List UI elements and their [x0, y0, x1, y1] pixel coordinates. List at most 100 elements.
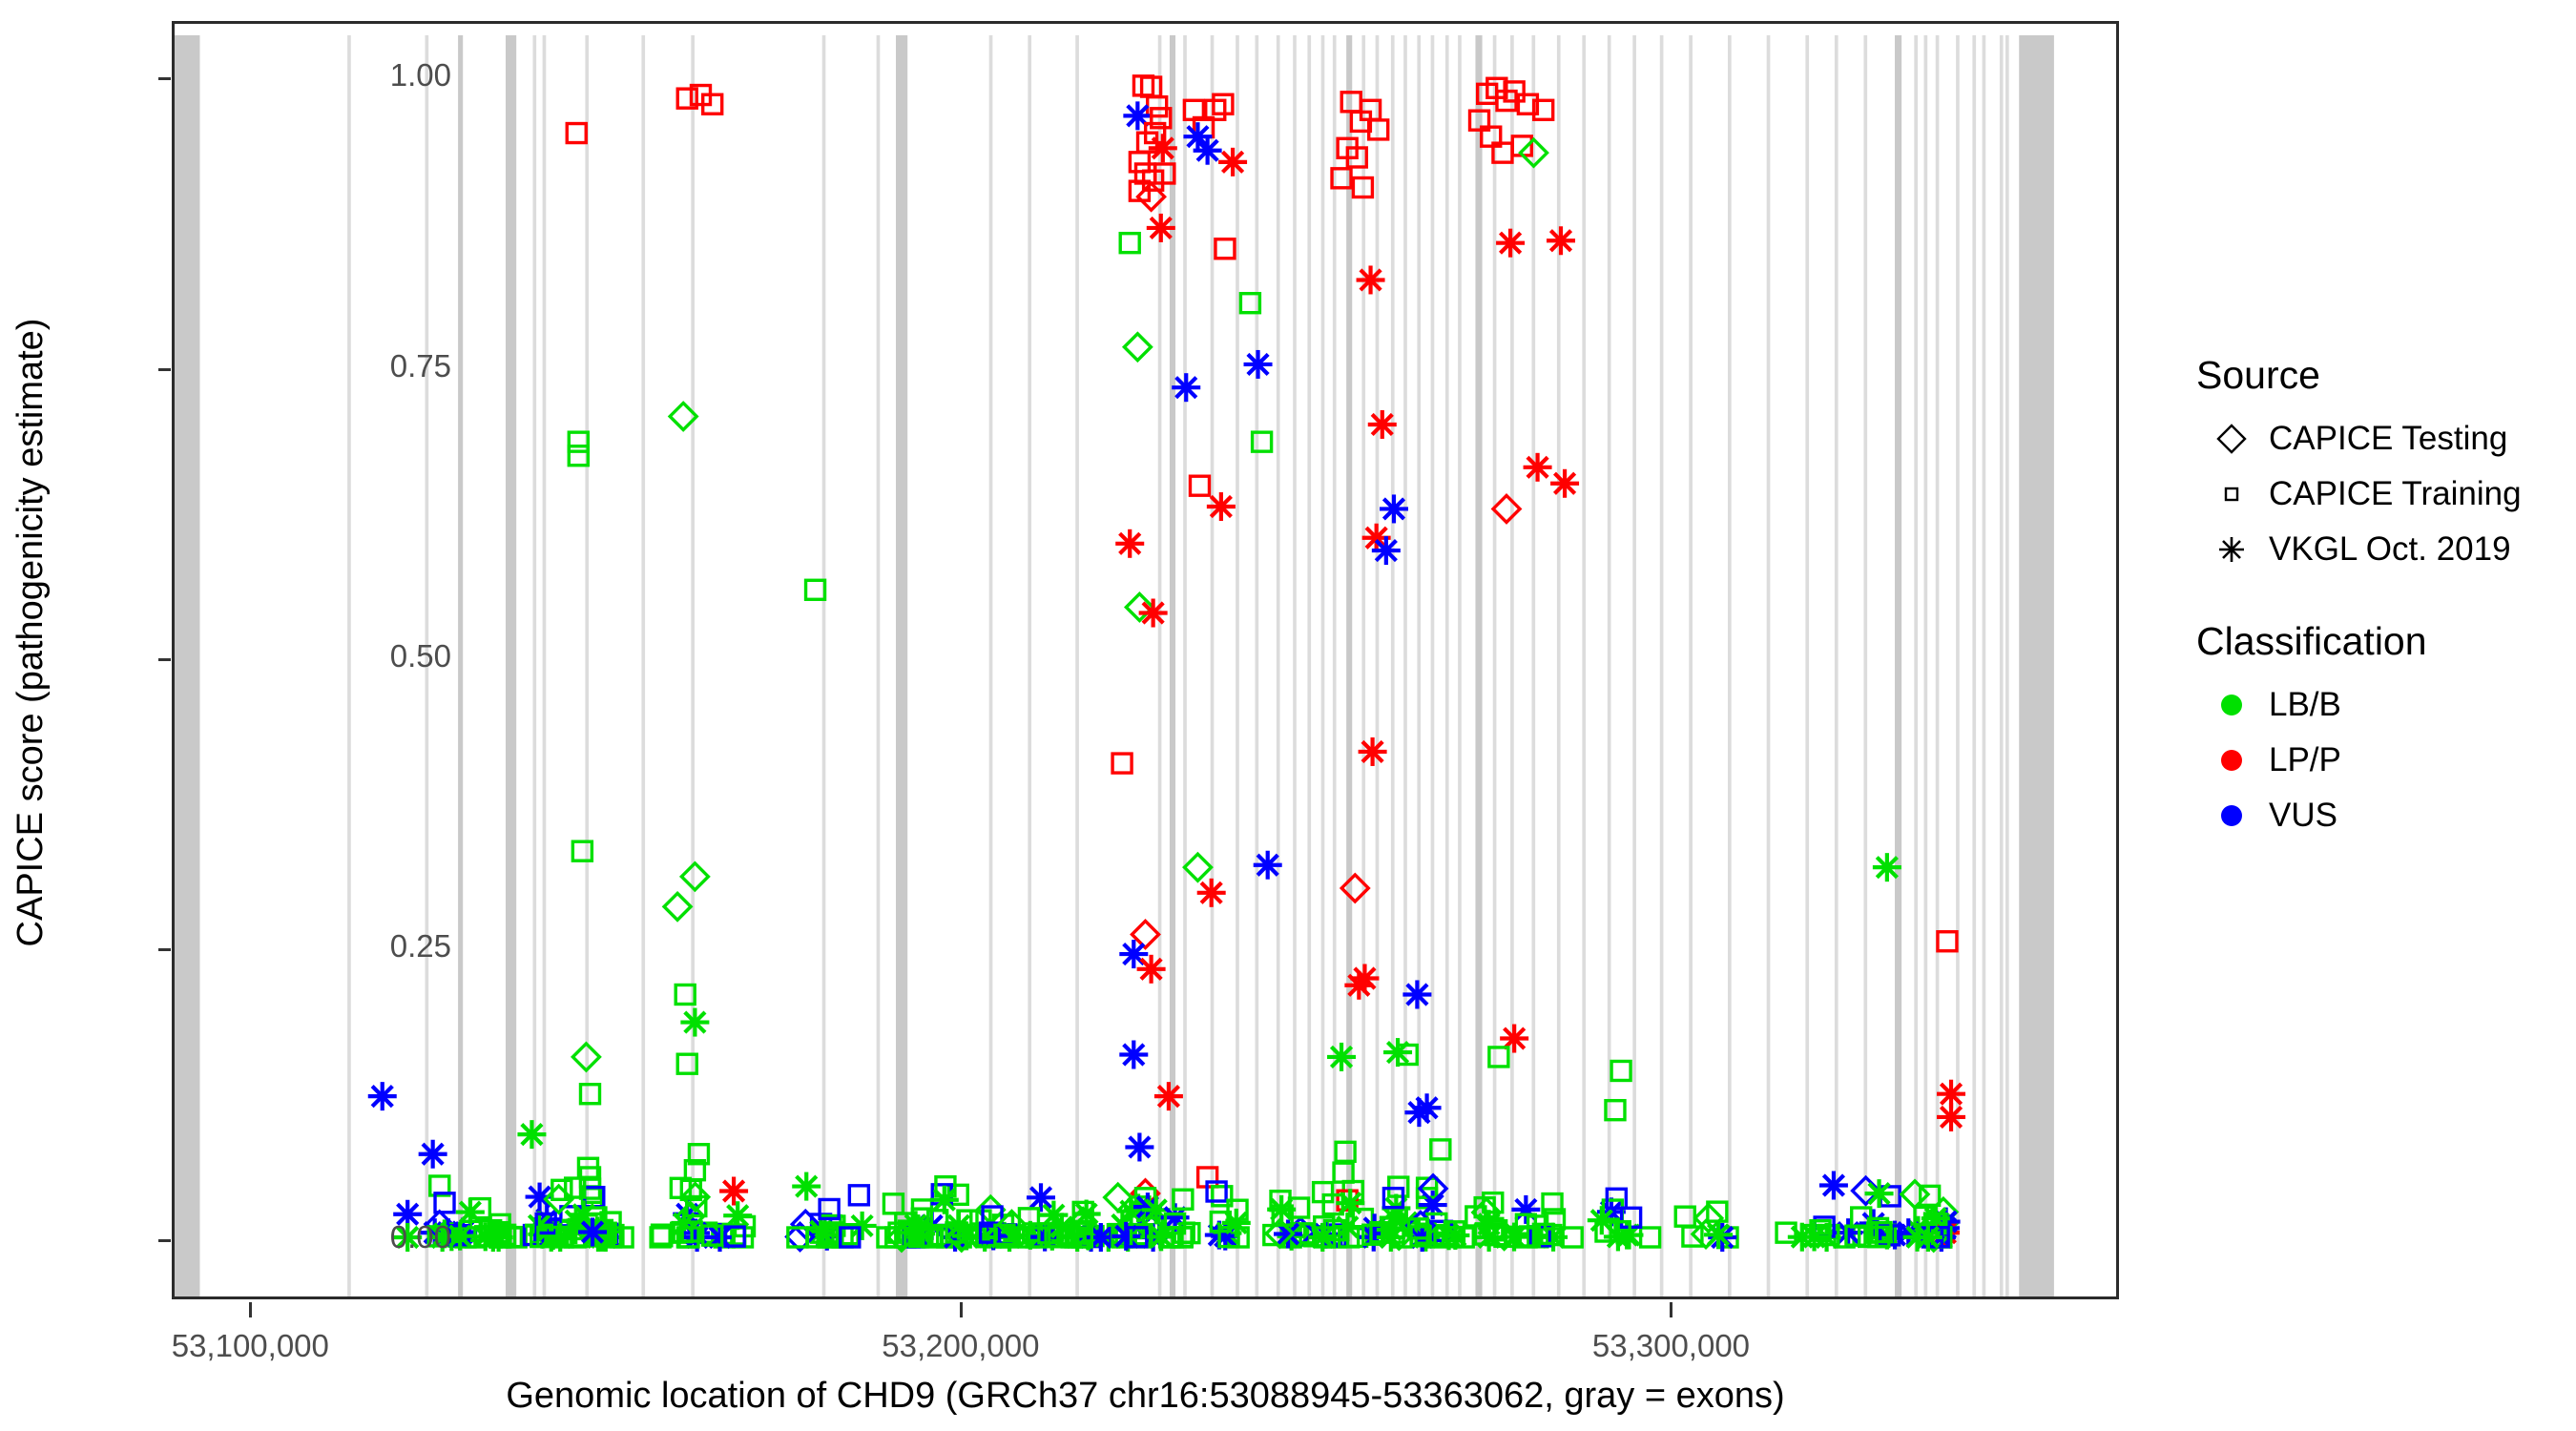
data-point	[1638, 1226, 1662, 1249]
legend-item-lpp[interactable]: LP/P	[2194, 733, 2566, 788]
data-point	[563, 1176, 587, 1199]
data-point	[818, 1197, 841, 1221]
legend-item-vkgl[interactable]: VKGL Oct. 2019	[2194, 522, 2566, 577]
exon-band	[1276, 35, 1280, 1296]
data-point	[1366, 118, 1390, 141]
y-tick-mark	[158, 1238, 171, 1242]
exon-band	[1982, 35, 1986, 1296]
data-point	[1336, 1189, 1359, 1212]
data-point	[675, 87, 698, 110]
data-point	[1211, 1185, 1234, 1208]
data-point	[1681, 1225, 1704, 1248]
data-point	[1443, 1220, 1466, 1243]
data-point	[1321, 1192, 1344, 1216]
exon-band	[2005, 35, 2009, 1296]
exon-band	[1475, 35, 1483, 1296]
data-point	[1396, 1043, 1419, 1067]
data-points-layer	[367, 74, 1966, 1254]
data-point	[1376, 1214, 1405, 1244]
data-point	[1153, 162, 1176, 185]
data-point	[1474, 1210, 1504, 1239]
data-point	[1135, 180, 1168, 213]
exon-band	[1028, 35, 1032, 1296]
data-point	[1490, 493, 1523, 525]
data-point	[1406, 1217, 1430, 1240]
legend-label-vkgl: VKGL Oct. 2019	[2269, 530, 2511, 568]
exon-band	[821, 35, 826, 1296]
exon-band	[1659, 35, 1664, 1296]
data-point	[1467, 109, 1491, 132]
exon-band	[542, 35, 547, 1296]
data-point	[993, 1223, 1016, 1246]
data-point	[1381, 1186, 1405, 1210]
legend-item-vus[interactable]: VUS	[2194, 788, 2566, 843]
data-point	[1550, 468, 1580, 498]
exon-band	[532, 35, 537, 1296]
data-point	[1872, 853, 1901, 882]
data-point	[571, 1041, 602, 1073]
data-point	[1809, 1219, 1832, 1242]
data-point	[1523, 452, 1552, 482]
data-point	[882, 1192, 905, 1215]
legend-item-capice-testing[interactable]: CAPICE Testing	[2194, 411, 2566, 467]
data-point	[1333, 1213, 1362, 1242]
data-point	[1226, 1198, 1249, 1221]
data-point	[1070, 1226, 1093, 1249]
x-tick-mark	[1670, 1302, 1673, 1317]
data-point	[1818, 1171, 1848, 1200]
exon-band	[1956, 35, 1960, 1296]
data-point	[884, 1226, 907, 1249]
exon-band	[1390, 35, 1395, 1296]
exon-band	[1632, 35, 1636, 1296]
data-point	[671, 1220, 694, 1244]
legend-item-lbb[interactable]: LB/B	[2194, 677, 2566, 733]
data-point	[1344, 970, 1374, 1000]
data-point	[1204, 98, 1227, 122]
exon-band	[585, 35, 590, 1296]
data-point	[700, 93, 724, 115]
data-point	[674, 983, 696, 1006]
data-point	[446, 1221, 475, 1251]
data-point	[1102, 1181, 1134, 1213]
x-tick-label: 53,300,000	[1591, 1328, 1751, 1363]
data-point	[821, 1223, 844, 1246]
data-point	[1205, 1180, 1228, 1203]
data-point	[1206, 492, 1236, 522]
data-point	[1136, 954, 1166, 984]
exon-band	[1210, 35, 1215, 1296]
data-point	[1404, 1098, 1434, 1128]
legend-item-capice-training[interactable]: CAPICE Training	[2194, 467, 2566, 522]
data-point	[1531, 1222, 1555, 1246]
y-tick-label: 0.25	[389, 928, 451, 964]
data-point	[1243, 349, 1273, 379]
data-point	[719, 1176, 749, 1206]
exon-band	[1999, 35, 2004, 1296]
exon-band	[1607, 35, 1611, 1296]
legend-title-source: Source	[2196, 353, 2320, 397]
data-point	[1139, 75, 1163, 98]
exon-band	[1332, 35, 1337, 1296]
data-point	[847, 1211, 877, 1240]
data-point	[1196, 878, 1226, 907]
data-point	[1126, 1226, 1149, 1249]
data-point	[1071, 1200, 1094, 1224]
data-point	[1115, 529, 1145, 558]
data-point	[1417, 1172, 1449, 1205]
exon-band	[1805, 35, 1810, 1296]
data-point	[1025, 1226, 1048, 1249]
data-point	[805, 1226, 829, 1249]
exon-band	[691, 35, 695, 1296]
data-point	[1605, 1187, 1629, 1210]
data-point	[803, 578, 827, 601]
exon-band	[1689, 35, 1693, 1296]
exon-band	[1531, 35, 1536, 1296]
exon-band	[876, 35, 881, 1296]
data-point	[1531, 98, 1555, 122]
y-tick-label: 0.75	[389, 347, 451, 384]
data-point	[1132, 74, 1155, 97]
data-point	[847, 1184, 871, 1207]
data-point	[679, 1181, 712, 1213]
data-point	[1429, 1138, 1452, 1161]
data-point	[945, 1221, 967, 1244]
data-point	[1138, 598, 1168, 628]
